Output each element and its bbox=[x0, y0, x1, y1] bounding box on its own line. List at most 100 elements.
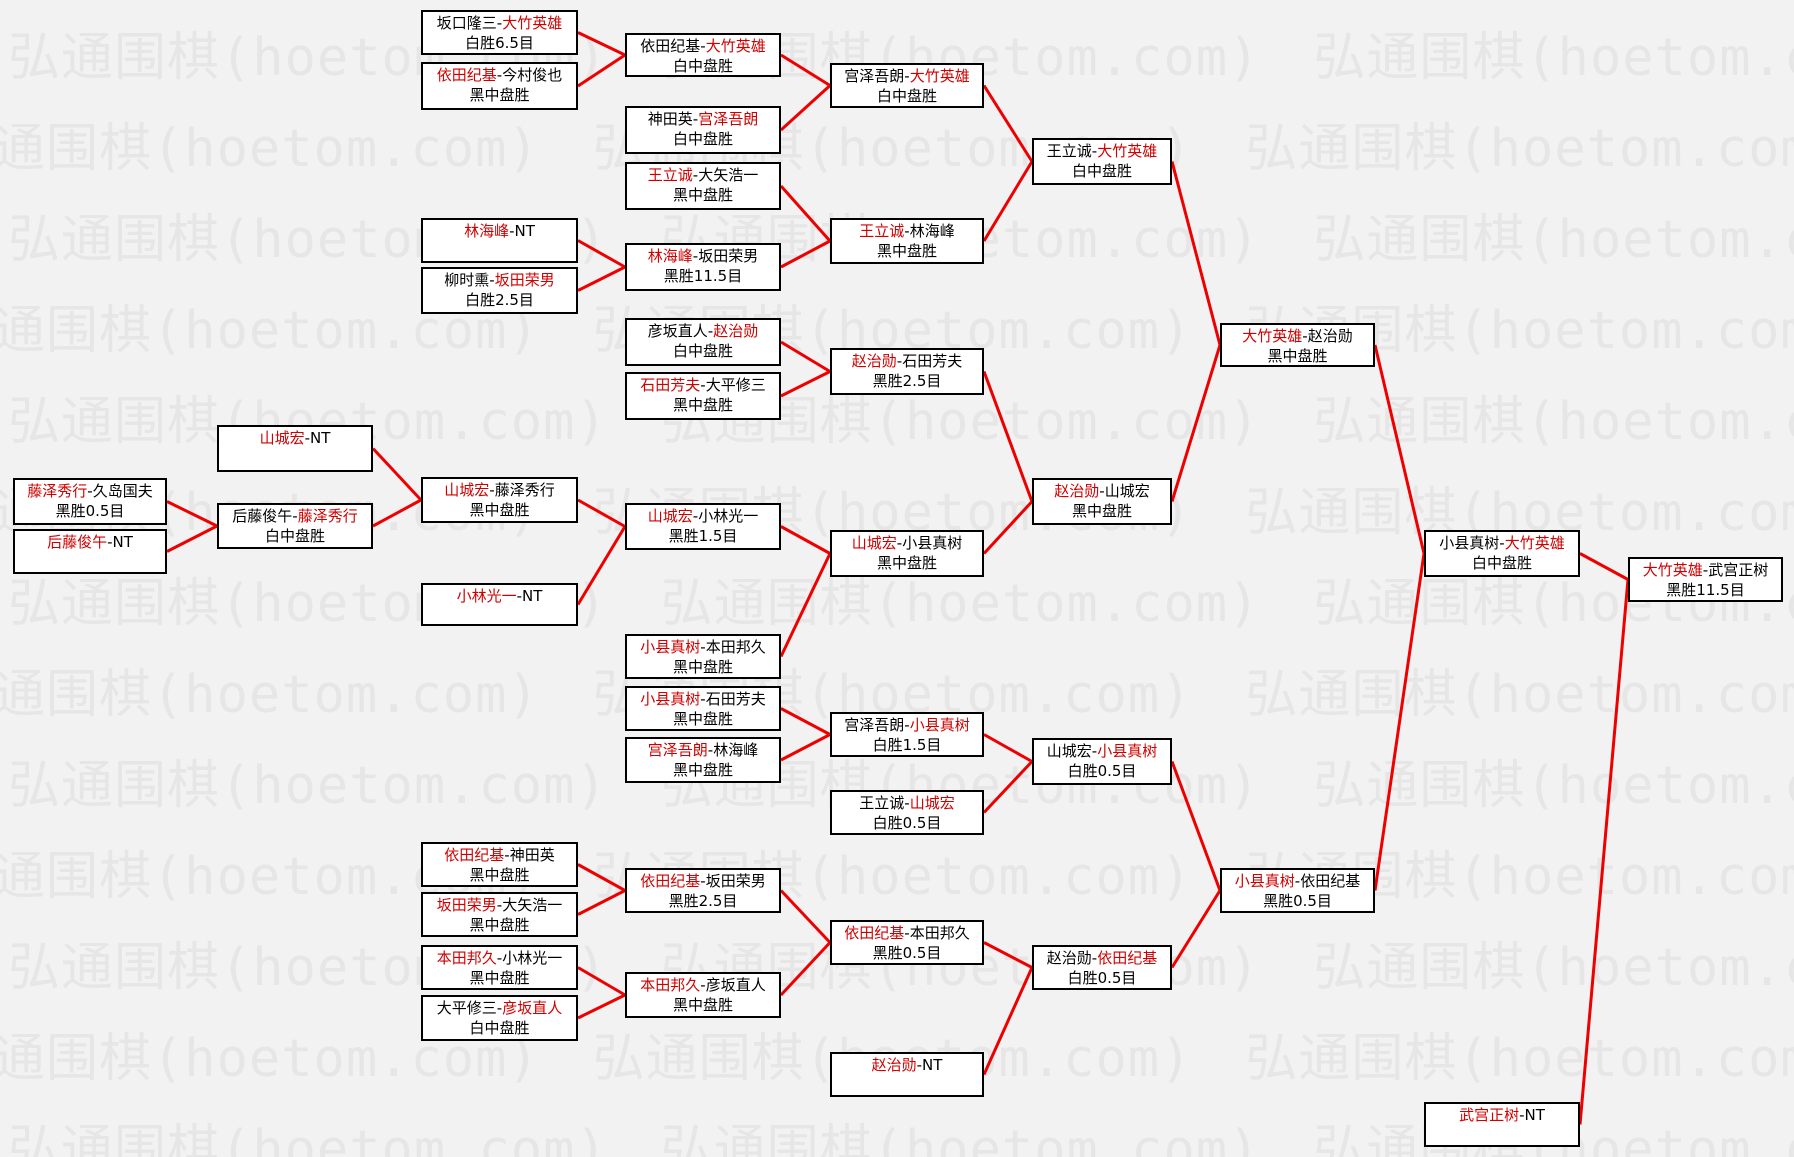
match-result: 黑中盘胜 bbox=[469, 916, 530, 934]
match-result: 白胜2.5目 bbox=[465, 291, 534, 309]
match-box-cho-yoda: 赵治勋-依田纪基 白胜0.5目 bbox=[1032, 945, 1172, 990]
winner-name: 小林光一 bbox=[456, 587, 517, 605]
match-box-otake-takemiya: 大竹英雄-武宫正树 黑胜11.5目 bbox=[1628, 557, 1783, 602]
match-players: 小县真树-依田纪基 bbox=[1222, 871, 1373, 891]
player-name: -藤泽秀行 bbox=[489, 481, 555, 499]
bracket-line-wang-otake--otake-cho bbox=[1170, 161, 1222, 346]
bracket-line-yamashiro-ogata-2--ogata-yoda bbox=[1170, 760, 1222, 892]
match-players: 小县真树-大竹英雄 bbox=[1426, 533, 1578, 553]
winner-name: 大竹英雄 bbox=[1097, 142, 1158, 160]
bracket-line-rin-sakata--wang-rin bbox=[780, 239, 831, 269]
player-name: -山城宏 bbox=[1099, 482, 1150, 500]
match-players: 王立诚-大矢浩一 bbox=[627, 165, 779, 185]
match-players: 赵治勋-依田纪基 bbox=[1034, 948, 1170, 968]
match-result: 黑胜0.5目 bbox=[55, 502, 125, 520]
winner-name: 小县真树 bbox=[1234, 872, 1295, 890]
winner-name: 本田邦久 bbox=[436, 949, 497, 967]
winner-name: 大竹英雄 bbox=[1242, 327, 1303, 345]
match-players: 大平修三-彦坂直人 bbox=[423, 998, 576, 1018]
player-name: 大平修三- bbox=[436, 999, 503, 1017]
match-result: 黑胜11.5目 bbox=[663, 267, 743, 285]
winner-name: 坂田荣男 bbox=[436, 896, 497, 914]
player-name: -NT bbox=[516, 587, 543, 605]
match-box-yamashiro-ogata-2: 山城宏-小县真树 白胜0.5目 bbox=[1032, 738, 1172, 785]
match-players: 大竹英雄-赵治勋 bbox=[1222, 326, 1373, 346]
match-result: 黑中盘胜 bbox=[1267, 347, 1328, 365]
match-box-ohira-hikosaka: 大平修三-彦坂直人 白中盘胜 bbox=[421, 995, 578, 1041]
match-players: 赵治勋-石田芳夫 bbox=[832, 351, 982, 371]
winner-name: 依田纪基 bbox=[436, 66, 497, 84]
player-name: 王立诚- bbox=[859, 794, 910, 812]
player-name: 山城宏- bbox=[1046, 742, 1098, 760]
match-players: 坂田荣男-大矢浩一 bbox=[423, 895, 576, 915]
match-players: 王立诚-林海峰 bbox=[832, 221, 982, 241]
player-name: 彦坂直人- bbox=[647, 322, 714, 340]
match-players: 林海峰-NT bbox=[423, 221, 576, 241]
match-box-kobayashi-nt: 小林光一-NT bbox=[421, 583, 578, 626]
bracket-line-miyazawa-ogata--yamashiro-ogata-2 bbox=[983, 733, 1033, 763]
match-box-miyazawa-rin: 宫泽吾朗-林海峰 黑中盘胜 bbox=[625, 737, 781, 783]
match-players: 宫泽吾朗-大竹英雄 bbox=[832, 66, 982, 86]
match-box-wang-rin: 王立诚-林海峰 黑中盘胜 bbox=[830, 218, 984, 264]
winner-name: 林海峰 bbox=[464, 222, 510, 240]
winner-name: 王立诚 bbox=[859, 222, 905, 240]
player-name: -本田邦久 bbox=[700, 638, 766, 656]
match-result: 黑中盘胜 bbox=[672, 186, 733, 204]
match-players: 山城宏-小县真树 bbox=[1034, 741, 1170, 761]
match-players: 小林光一-NT bbox=[423, 586, 576, 606]
player-name: -NT bbox=[304, 429, 331, 447]
match-players: 林海峰-坂田荣男 bbox=[627, 246, 779, 266]
winner-name: 宫泽吾朗 bbox=[698, 110, 759, 128]
winner-name: 赵治勋 bbox=[713, 322, 759, 340]
winner-name: 小县真树 bbox=[640, 638, 701, 656]
match-result: 黑中盘胜 bbox=[672, 996, 733, 1014]
match-box-yanagi-sakata: 柳时熏-坂田荣男 白胜2.5目 bbox=[421, 267, 578, 314]
match-players: 后藤俊午-藤泽秀行 bbox=[219, 506, 371, 526]
bracket-line-hikosaka-cho--cho-ishida bbox=[780, 340, 831, 373]
player-name: -神田英 bbox=[504, 846, 555, 864]
player-name: -坂田荣男 bbox=[700, 872, 766, 890]
winner-name: 藤泽秀行 bbox=[297, 507, 358, 525]
match-result: 黑中盘胜 bbox=[1071, 502, 1132, 520]
winner-name: 本田邦久 bbox=[640, 976, 701, 994]
match-box-cho-ishida: 赵治勋-石田芳夫 黑胜2.5目 bbox=[830, 348, 984, 395]
match-box-kanda-miyazawa: 神田英-宫泽吾朗 白中盘胜 bbox=[625, 106, 781, 154]
player-name: -本田邦久 bbox=[904, 924, 970, 942]
bracket-line-goto-nt--goto-fujisawa bbox=[166, 524, 218, 553]
match-players: 王立诚-山城宏 bbox=[832, 793, 982, 813]
bracket-line-kobayashi-nt--yamashiro-kobayashi bbox=[576, 525, 627, 606]
winner-name: 赵治勋 bbox=[851, 352, 897, 370]
player-name: 宫泽吾朗- bbox=[844, 716, 910, 734]
match-box-wang-yamashiro: 王立诚-山城宏 白胜0.5目 bbox=[830, 790, 984, 835]
bracket-line-rin-nt--rin-sakata bbox=[577, 239, 626, 269]
match-players: 本田邦久-小林光一 bbox=[423, 948, 576, 968]
match-result: 白胜0.5目 bbox=[872, 814, 942, 832]
match-players: 藤泽秀行-久岛国夫 bbox=[15, 481, 165, 501]
bracket-line-miyazawa-otake--wang-otake bbox=[982, 84, 1034, 163]
player-name: -武宫正树 bbox=[1702, 561, 1769, 579]
bracket-line-yamashiro-kobayashi--yamashiro-ogata bbox=[780, 525, 831, 555]
match-result: 白胜0.5目 bbox=[1067, 969, 1137, 987]
player-name: -石田芳夫 bbox=[896, 352, 963, 370]
winner-name: 林海峰 bbox=[647, 247, 693, 265]
match-players: 大竹英雄-武宫正树 bbox=[1630, 560, 1781, 580]
match-players: 依田纪基-坂田荣男 bbox=[627, 871, 779, 891]
winner-name: 赵治勋 bbox=[1054, 482, 1100, 500]
winner-name: 坂田荣男 bbox=[494, 271, 555, 289]
match-box-ishida-ohira: 石田芳夫-大平修三 黑中盘胜 bbox=[625, 372, 781, 420]
winner-name: 后藤俊午 bbox=[47, 533, 108, 551]
match-box-hikosaka-cho: 彦坂直人-赵治勋 白中盘胜 bbox=[625, 318, 781, 366]
match-box-goto-nt: 后藤俊午-NT bbox=[13, 529, 167, 574]
winner-name: 依田纪基 bbox=[844, 924, 905, 942]
bracket-line-wang-rin--wang-otake bbox=[982, 160, 1034, 242]
match-box-honda-kobayashi: 本田邦久-小林光一 黑中盘胜 bbox=[421, 945, 578, 990]
match-players: 依田纪基-神田英 bbox=[423, 845, 576, 865]
match-box-yamashiro-ogata: 山城宏-小县真树 黑中盘胜 bbox=[830, 530, 984, 577]
match-players: 依田纪基-大竹英雄 bbox=[627, 36, 779, 56]
player-name: 王立诚- bbox=[1046, 142, 1098, 160]
bracket-line-otake-cho--ogata-otake bbox=[1373, 344, 1426, 554]
bracket-line-yoda-kanda--yoda-sakata bbox=[577, 863, 626, 892]
match-players: 赵治勋-NT bbox=[832, 1055, 982, 1075]
